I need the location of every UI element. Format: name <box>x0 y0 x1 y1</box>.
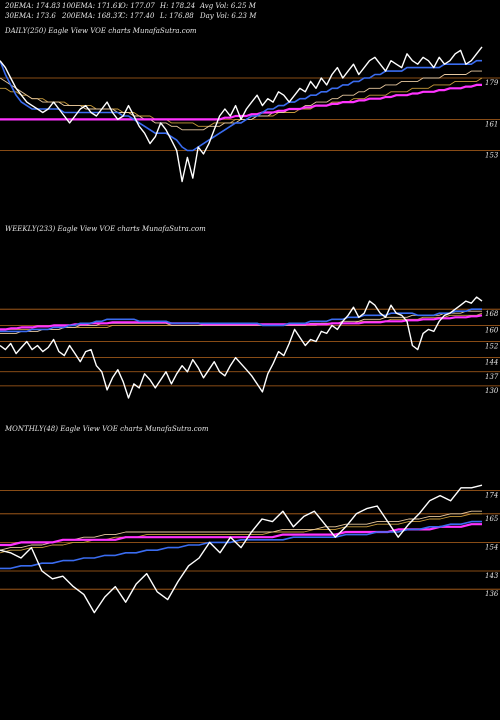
weekly-magenta-ma-line <box>0 314 483 331</box>
daily-y-tick-label: 153 <box>485 151 499 159</box>
weekly-tan-ma-line <box>0 310 482 334</box>
monthly-panel-title: MONTHLY(48) Eagle View VOE charts Munafa… <box>5 425 209 433</box>
weekly-price-line <box>0 296 483 399</box>
open-label: O: 177.07 <box>120 2 155 10</box>
avg-vol-label: Avg Vol: 6.25 M <box>200 2 256 10</box>
monthly-y-tick-label: 143 <box>485 572 499 580</box>
weekly-y-tick-label: 152 <box>485 342 499 350</box>
weekly-y-tick-label: 160 <box>485 326 499 334</box>
ema20-label: 20EMA: 174.83 <box>5 2 61 10</box>
ema30-label: 30EMA: 173.6 <box>5 12 56 20</box>
monthly-y-tick-label: 165 <box>485 515 499 523</box>
high-label: H: 178.24 <box>160 2 196 10</box>
low-label: L: 176.88 <box>160 12 194 20</box>
daily-tan-ma-line <box>0 70 482 131</box>
close-label: C: 177.40 <box>120 12 155 20</box>
ema200-label: 200EMA: 168.37 <box>62 12 122 20</box>
weekly-y-tick-label: 130 <box>485 387 499 395</box>
weekly-panel-title: WEEKLY(233) Eagle View VOE charts Munafa… <box>5 225 206 233</box>
monthly-price-line <box>0 484 483 614</box>
weekly-y-tick-label: 168 <box>485 310 499 318</box>
monthly-tan-ma-line <box>0 510 482 551</box>
weekly-y-tick-label: 144 <box>485 359 498 367</box>
daily-y-tick-label: 161 <box>485 120 498 128</box>
monthly-y-tick-label: 136 <box>485 590 499 598</box>
daily-magenta-ma-line <box>0 83 482 121</box>
daily-price-line <box>0 46 483 183</box>
monthly-gold-ma-line <box>0 513 482 554</box>
monthly-blue-ma-line <box>0 520 482 570</box>
monthly-magenta-ma-line <box>0 523 482 547</box>
ema100-label: 100EMA: 171.61 <box>62 2 122 10</box>
weekly-blue-ma-line <box>0 308 482 333</box>
day-vol-label: Day Vol: 6.23 M <box>200 12 257 20</box>
weekly-y-tick-label: 137 <box>485 373 499 381</box>
daily-panel-title: DAILY(250) Eagle View VOE charts MunafaS… <box>5 27 197 35</box>
monthly-y-tick-label: 154 <box>485 543 498 551</box>
monthly-y-tick-label: 174 <box>485 491 498 499</box>
daily-y-tick-label: 179 <box>485 79 499 87</box>
daily-blue-ma-line <box>0 59 482 152</box>
